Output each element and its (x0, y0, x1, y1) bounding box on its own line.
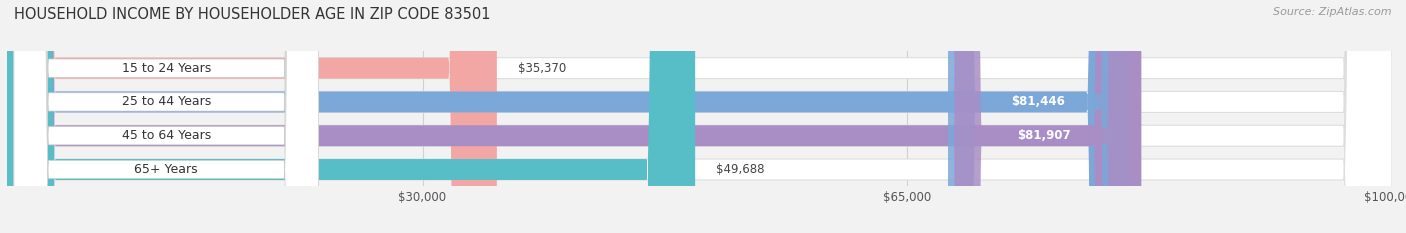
FancyBboxPatch shape (948, 0, 1128, 233)
FancyBboxPatch shape (7, 0, 1135, 233)
Text: 65+ Years: 65+ Years (135, 163, 198, 176)
Text: $49,688: $49,688 (716, 163, 765, 176)
FancyBboxPatch shape (7, 0, 1392, 233)
Text: 25 to 44 Years: 25 to 44 Years (122, 96, 211, 108)
FancyBboxPatch shape (7, 0, 1392, 233)
FancyBboxPatch shape (14, 0, 319, 233)
Text: 45 to 64 Years: 45 to 64 Years (122, 129, 211, 142)
FancyBboxPatch shape (14, 0, 319, 233)
Text: $35,370: $35,370 (517, 62, 565, 75)
FancyBboxPatch shape (7, 0, 1392, 233)
FancyBboxPatch shape (14, 0, 319, 233)
Text: 15 to 24 Years: 15 to 24 Years (122, 62, 211, 75)
FancyBboxPatch shape (14, 0, 319, 233)
Text: $81,907: $81,907 (1018, 129, 1071, 142)
FancyBboxPatch shape (7, 0, 1142, 233)
Text: $81,446: $81,446 (1011, 96, 1064, 108)
FancyBboxPatch shape (7, 0, 695, 233)
FancyBboxPatch shape (7, 0, 496, 233)
FancyBboxPatch shape (955, 0, 1135, 233)
FancyBboxPatch shape (7, 0, 1392, 233)
Text: Source: ZipAtlas.com: Source: ZipAtlas.com (1274, 7, 1392, 17)
Text: HOUSEHOLD INCOME BY HOUSEHOLDER AGE IN ZIP CODE 83501: HOUSEHOLD INCOME BY HOUSEHOLDER AGE IN Z… (14, 7, 491, 22)
